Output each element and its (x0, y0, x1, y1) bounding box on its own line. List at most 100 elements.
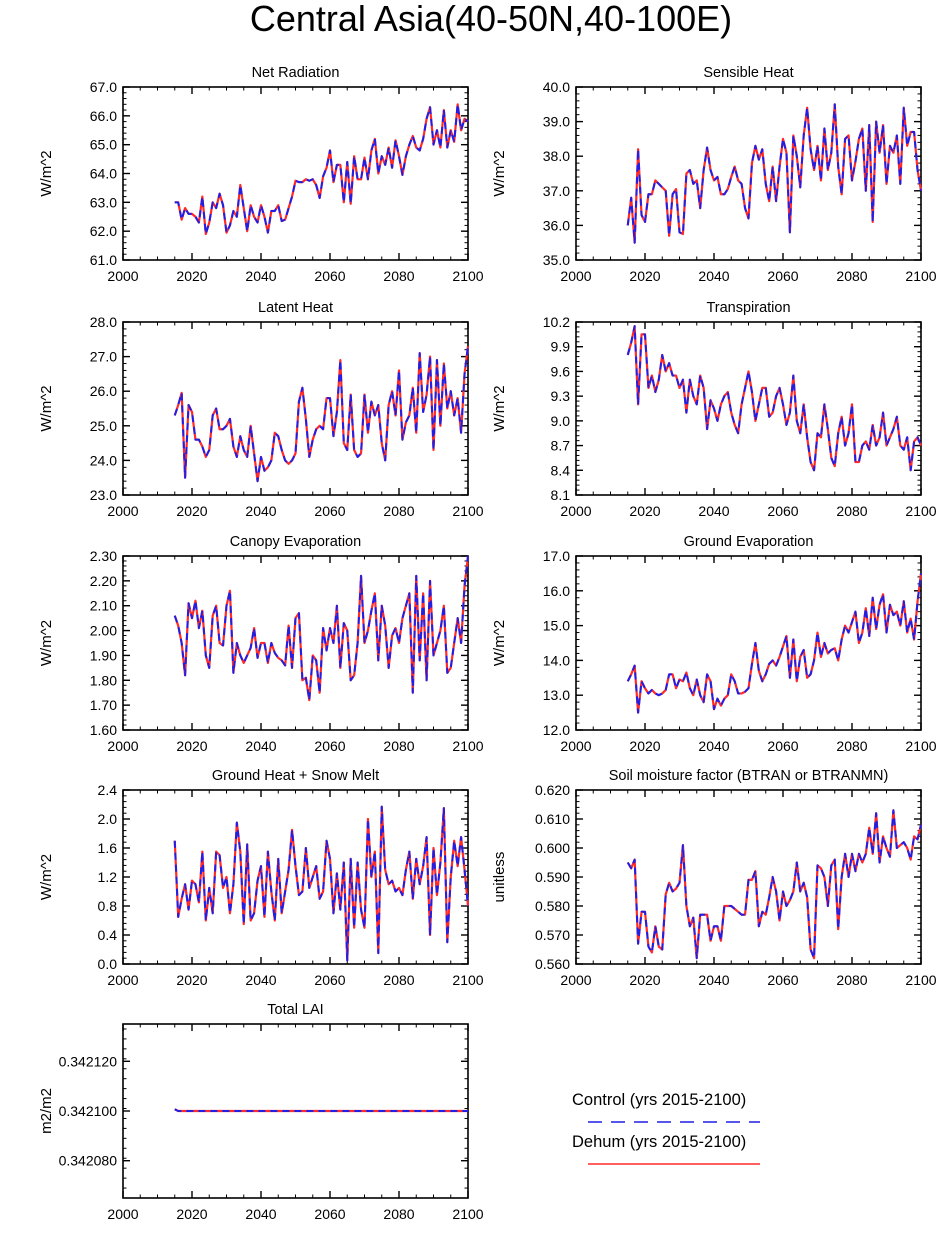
y-tick-label: 1.90 (90, 647, 117, 663)
y-tick-label: 15.0 (543, 618, 570, 634)
chart-title: Soil moisture factor (BTRAN or BTRANMN) (609, 768, 889, 784)
y-axis-label: W/m^2 (38, 854, 55, 900)
y-axis-label: W/m^2 (491, 150, 508, 196)
y-tick-label: 17.0 (543, 548, 570, 564)
series-line-control (626, 103, 922, 244)
y-tick-label: 12.0 (543, 722, 570, 738)
y-tick-label: 67.0 (90, 79, 117, 95)
legend-label-dehum: Dehum (yrs 2015-2100) (572, 1133, 746, 1151)
y-tick-label: 0.560 (535, 956, 570, 972)
x-tick-label: 2020 (629, 503, 660, 519)
panels: Net Radiation W/m^2 2000 2020 2040 2060 2080 21… (38, 65, 937, 1222)
y-tick-label: 64.0 (90, 166, 117, 182)
x-tick-label: 2080 (836, 972, 867, 988)
x-tick-label: 2000 (560, 972, 591, 988)
x-tick-label: 2040 (698, 972, 729, 988)
x-tick-label: 2040 (245, 268, 276, 284)
y-tick-label: 62.0 (90, 223, 117, 239)
y-tick-label: 1.60 (90, 722, 117, 738)
x-tick-label: 2060 (314, 503, 345, 519)
x-tick-label: 2100 (905, 972, 936, 988)
series-line-control (626, 809, 922, 960)
x-tick-label: 2020 (176, 972, 207, 988)
series-line-control (626, 573, 922, 714)
y-tick-label: 0.4 (98, 927, 118, 943)
series-line-control (174, 103, 469, 236)
series-line-control (173, 346, 469, 483)
series-line-dehum (173, 346, 470, 483)
y-tick-label: 37.0 (543, 183, 570, 199)
y-tick-label: 0.610 (535, 811, 570, 827)
x-tick-label: 2060 (314, 268, 345, 284)
x-tick-label: 2060 (767, 503, 798, 519)
y-tick-label: 13.0 (543, 687, 570, 703)
y-tick-label: 28.0 (90, 314, 117, 330)
y-tick-label: 0.342080 (59, 1153, 118, 1169)
y-tick-label: 8.4 (551, 462, 571, 478)
x-tick-label: 2020 (629, 738, 660, 754)
x-tick-label: 2040 (698, 503, 729, 519)
y-tick-label: 39.0 (543, 114, 570, 130)
y-tick-label: 2.10 (90, 598, 117, 614)
y-tick-label: 1.80 (90, 672, 117, 688)
y-tick-label: 61.0 (90, 252, 117, 268)
x-tick-label: 2080 (836, 503, 867, 519)
y-tick-label: 25.0 (90, 418, 117, 434)
chart-title: Ground Evaporation (684, 534, 814, 550)
x-tick-label: 2100 (452, 738, 483, 754)
y-tick-label: 0.342120 (59, 1053, 118, 1069)
plot-frame (575, 789, 922, 965)
x-tick-label: 2000 (560, 503, 591, 519)
x-tick-label: 2040 (245, 1206, 276, 1222)
y-axis-label: W/m^2 (38, 150, 55, 196)
y-tick-label: 38.0 (543, 148, 570, 164)
y-tick-label: 0.0 (98, 956, 118, 972)
x-tick-label: 2000 (560, 738, 591, 754)
figure-title: Central Asia(40-50N,40-100E) (250, 0, 732, 39)
x-tick-label: 2100 (905, 268, 936, 284)
x-tick-label: 2100 (452, 503, 483, 519)
y-tick-label: 10.2 (543, 314, 570, 330)
chart-panel-soil-moisture-factor: Soil moisture factor (BTRAN or BTRANMN) u… (491, 768, 937, 988)
chart-panel-sensible-heat: Sensible Heat W/m^2 2000 2020 2040 2060 2080 21… (491, 65, 937, 284)
x-tick-label: 2000 (107, 738, 138, 754)
legend-label-control: Control (yrs 2015-2100) (572, 1091, 746, 1109)
y-axis-label: unitless (491, 852, 508, 903)
chart-title: Transpiration (706, 300, 790, 316)
chart-panel-transpiration: Transpiration W/m^2 2000 2020 2040 2060 2080 21… (491, 300, 937, 519)
series-line-dehum (626, 573, 923, 714)
series-line-dehum (626, 809, 923, 960)
y-tick-label: 9.9 (551, 339, 571, 355)
series-line-control (626, 325, 922, 472)
y-axis-label: W/m^2 (38, 620, 55, 666)
y-tick-label: 0.342100 (59, 1103, 118, 1119)
y-tick-label: 1.70 (90, 697, 117, 713)
y-tick-label: 26.0 (90, 383, 117, 399)
y-tick-label: 0.590 (535, 869, 570, 885)
x-tick-label: 2100 (452, 972, 483, 988)
y-tick-label: 8.1 (551, 487, 571, 503)
y-tick-label: 2.4 (98, 782, 118, 798)
x-tick-label: 2020 (176, 1206, 207, 1222)
x-tick-label: 2000 (107, 503, 138, 519)
y-tick-label: 66.0 (90, 108, 117, 124)
y-axis-label: W/m^2 (491, 385, 508, 431)
x-tick-label: 2060 (767, 972, 798, 988)
plot-frame (575, 86, 922, 261)
y-tick-label: 16.0 (543, 583, 570, 599)
y-tick-label: 0.570 (535, 927, 570, 943)
chart-title: Total LAI (267, 1002, 323, 1018)
y-axis-label: m2/m2 (38, 1088, 55, 1134)
plot-frame (575, 555, 922, 731)
x-tick-label: 2000 (560, 268, 591, 284)
chart-title: Sensible Heat (703, 65, 793, 81)
y-tick-label: 2.20 (90, 573, 117, 589)
y-tick-label: 27.0 (90, 349, 117, 365)
y-tick-label: 1.6 (98, 840, 118, 856)
y-tick-label: 2.30 (90, 548, 117, 564)
chart-title: Canopy Evaporation (230, 534, 361, 550)
x-tick-label: 2080 (383, 738, 414, 754)
x-tick-label: 2080 (383, 503, 414, 519)
y-tick-label: 35.0 (543, 252, 570, 268)
x-tick-label: 2100 (452, 268, 483, 284)
